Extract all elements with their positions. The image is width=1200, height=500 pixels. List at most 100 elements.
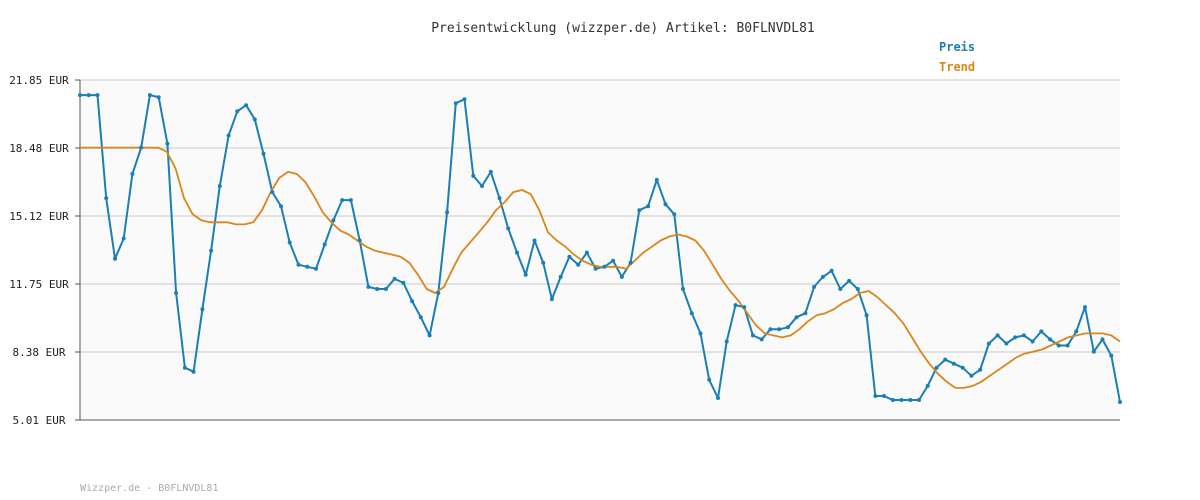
data-point-preis xyxy=(794,315,799,320)
data-point-preis xyxy=(488,169,493,174)
data-point-preis xyxy=(357,238,362,243)
data-point-preis xyxy=(969,373,974,378)
data-point-preis xyxy=(785,325,790,330)
data-point-preis xyxy=(646,204,651,209)
data-point-preis xyxy=(742,305,747,310)
data-point-preis xyxy=(86,93,91,98)
data-point-preis xyxy=(165,141,170,146)
data-point-preis xyxy=(777,327,782,332)
data-point-preis xyxy=(611,258,616,263)
data-point-preis xyxy=(873,394,878,398)
data-point-preis xyxy=(951,361,956,366)
data-point-preis xyxy=(1048,337,1053,342)
data-point-preis xyxy=(462,97,467,102)
data-point-preis xyxy=(1004,341,1009,346)
data-point-preis xyxy=(279,204,283,209)
data-point-preis xyxy=(130,171,135,176)
data-point-preis xyxy=(1030,339,1035,344)
y-tick-label: 15.12 EUR xyxy=(9,210,69,223)
data-point-preis xyxy=(392,276,397,281)
data-point-preis xyxy=(838,287,843,291)
y-tick-label: 18.48 EUR xyxy=(9,142,69,155)
data-point-preis xyxy=(619,274,624,279)
chart-footer: Wizzper.de - B0FLNVDL81 xyxy=(80,483,218,494)
data-point-preis xyxy=(506,226,511,231)
data-point-preis xyxy=(549,297,554,302)
data-point-preis xyxy=(139,145,144,150)
data-point-preis xyxy=(584,250,589,255)
data-point-preis xyxy=(156,95,161,100)
chart-title: Preisentwicklung (wizzper.de) Artikel: B… xyxy=(431,21,815,36)
data-point-preis xyxy=(978,367,983,372)
data-point-preis xyxy=(567,254,572,259)
data-point-preis xyxy=(986,341,991,346)
data-point-preis xyxy=(1065,343,1070,348)
data-point-preis xyxy=(733,303,738,308)
data-point-preis xyxy=(995,333,1000,338)
data-point-preis xyxy=(1074,329,1079,334)
series-points xyxy=(78,93,1122,404)
data-point-preis xyxy=(261,151,266,156)
data-point-preis xyxy=(558,274,563,279)
data-point-preis xyxy=(1083,305,1087,310)
data-point-preis xyxy=(497,196,502,201)
data-point-preis xyxy=(523,272,528,277)
data-point-preis xyxy=(104,196,109,201)
data-point-preis xyxy=(899,398,904,402)
data-point-preis xyxy=(1109,353,1114,358)
data-point-preis xyxy=(681,287,685,291)
data-point-preis xyxy=(515,250,519,255)
data-point-preis xyxy=(759,337,764,342)
data-point-preis xyxy=(750,333,755,338)
data-point-preis xyxy=(305,264,310,269)
y-tick-label: 21.85 EUR xyxy=(9,74,69,87)
data-point-preis xyxy=(1039,329,1044,334)
data-point-preis xyxy=(925,383,930,388)
y-tick-labels: 5.01 EUR 8.38 EUR 11.75 EUR 15.12 EUR 18.48 … xyxy=(9,74,69,427)
data-point-preis xyxy=(445,210,450,215)
data-point-preis xyxy=(401,280,406,285)
data-point-preis xyxy=(943,357,948,362)
data-point-preis xyxy=(191,369,196,374)
data-point-preis xyxy=(113,256,117,261)
data-point-preis xyxy=(200,307,205,312)
data-point-preis xyxy=(541,260,546,265)
data-point-preis xyxy=(340,198,345,203)
data-point-preis xyxy=(716,396,720,400)
data-point-preis xyxy=(934,365,939,370)
data-point-preis xyxy=(471,173,476,178)
data-point-preis xyxy=(1118,400,1122,404)
legend-preis: Preis xyxy=(939,40,975,54)
data-point-preis xyxy=(296,262,301,267)
data-point-preis xyxy=(724,339,729,344)
axes xyxy=(75,79,1120,421)
data-point-preis xyxy=(602,264,607,269)
grid-lines xyxy=(80,79,1120,353)
data-point-preis xyxy=(768,327,773,332)
y-tick-label: 5.01 EUR xyxy=(13,414,66,427)
data-point-preis xyxy=(637,208,642,213)
data-point-preis xyxy=(366,284,371,289)
data-point-preis xyxy=(654,177,659,182)
data-point-preis xyxy=(672,212,677,217)
data-point-preis xyxy=(244,103,249,108)
data-point-preis xyxy=(1091,349,1096,354)
data-point-preis xyxy=(882,394,886,398)
data-point-preis xyxy=(917,398,921,402)
data-point-preis xyxy=(1013,335,1018,340)
data-point-preis xyxy=(121,236,126,241)
data-point-preis xyxy=(314,266,318,271)
data-point-preis xyxy=(418,315,423,320)
data-point-preis xyxy=(820,274,825,279)
data-point-preis xyxy=(375,287,380,291)
data-point-preis xyxy=(864,313,869,318)
data-point-preis xyxy=(855,287,860,291)
data-point-preis xyxy=(436,291,441,295)
data-point-preis xyxy=(427,333,432,338)
data-point-preis xyxy=(480,184,484,188)
data-point-preis xyxy=(322,242,327,247)
data-point-preis xyxy=(1100,337,1105,342)
data-point-preis xyxy=(847,278,852,283)
data-point-preis xyxy=(217,184,222,188)
